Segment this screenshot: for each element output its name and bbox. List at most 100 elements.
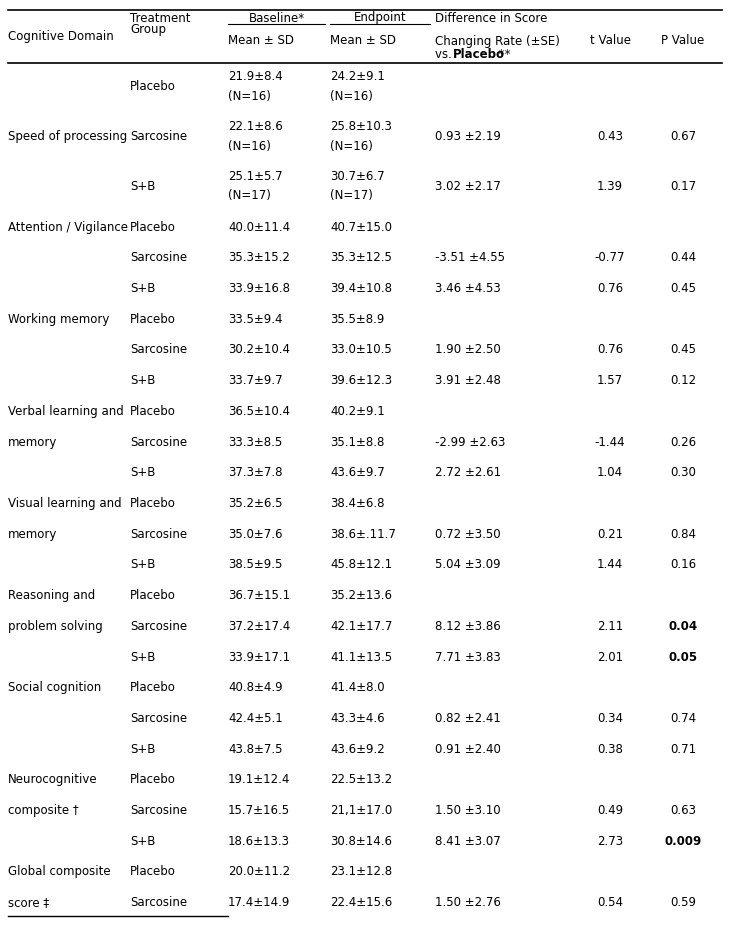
Text: (N=17): (N=17)	[228, 190, 271, 203]
Text: 40.0±11.4: 40.0±11.4	[228, 220, 290, 234]
Text: -3.51 ±4.55: -3.51 ±4.55	[435, 251, 505, 264]
Text: 0.44: 0.44	[670, 251, 696, 264]
Text: 33.9±16.8: 33.9±16.8	[228, 282, 290, 295]
Text: Sarcosine: Sarcosine	[130, 620, 187, 633]
Text: Social cognition: Social cognition	[8, 681, 101, 694]
Text: 30.2±10.4: 30.2±10.4	[228, 344, 290, 357]
Text: Global composite: Global composite	[8, 866, 111, 879]
Text: Endpoint: Endpoint	[354, 11, 407, 24]
Text: 0.26: 0.26	[670, 435, 696, 448]
Text: Sarcosine: Sarcosine	[130, 896, 187, 909]
Text: 2.73: 2.73	[597, 835, 623, 848]
Text: S+B: S+B	[130, 835, 155, 848]
Text: Baseline*: Baseline*	[248, 11, 304, 24]
Text: 0.30: 0.30	[670, 466, 696, 479]
Text: 0.71: 0.71	[670, 743, 696, 756]
Text: 35.2±6.5: 35.2±6.5	[228, 497, 283, 510]
Text: 41.4±8.0: 41.4±8.0	[330, 681, 385, 694]
Text: 0.82 ±2.41: 0.82 ±2.41	[435, 712, 501, 725]
Text: problem solving: problem solving	[8, 620, 103, 633]
Text: 22.1±8.6: 22.1±8.6	[228, 120, 283, 133]
Text: 42.4±5.1: 42.4±5.1	[228, 712, 283, 725]
Text: 3.91 ±2.48: 3.91 ±2.48	[435, 375, 501, 388]
Text: Placebo: Placebo	[453, 49, 505, 62]
Text: 37.2±17.4: 37.2±17.4	[228, 620, 291, 633]
Text: 20.0±11.2: 20.0±11.2	[228, 866, 290, 879]
Text: 0.72 ±3.50: 0.72 ±3.50	[435, 528, 501, 541]
Text: 38.6±.11.7: 38.6±.11.7	[330, 528, 396, 541]
Text: Placebo: Placebo	[130, 220, 176, 234]
Text: 43.8±7.5: 43.8±7.5	[228, 743, 283, 756]
Text: Sarcosine: Sarcosine	[130, 251, 187, 264]
Text: 38.4±6.8: 38.4±6.8	[330, 497, 385, 510]
Text: 18.6±13.3: 18.6±13.3	[228, 835, 290, 848]
Text: 2.01: 2.01	[597, 650, 623, 663]
Text: 22.4±15.6: 22.4±15.6	[330, 896, 392, 909]
Text: Neurocognitive: Neurocognitive	[8, 773, 98, 786]
Text: t Value: t Value	[590, 35, 631, 48]
Text: 43.6±9.7: 43.6±9.7	[330, 466, 385, 479]
Text: 19.1±12.4: 19.1±12.4	[228, 773, 291, 786]
Text: Placebo: Placebo	[130, 497, 176, 510]
Text: memory: memory	[8, 435, 58, 448]
Text: score ‡: score ‡	[8, 896, 49, 909]
Text: Sarcosine: Sarcosine	[130, 344, 187, 357]
Text: composite †: composite †	[8, 804, 79, 817]
Text: 30.8±14.6: 30.8±14.6	[330, 835, 392, 848]
Text: 35.1±8.8: 35.1±8.8	[330, 435, 385, 448]
Text: 35.3±12.5: 35.3±12.5	[330, 251, 392, 264]
Text: -0.77: -0.77	[595, 251, 626, 264]
Text: 0.76: 0.76	[597, 282, 623, 295]
Text: 33.3±8.5: 33.3±8.5	[228, 435, 283, 448]
Text: 40.7±15.0: 40.7±15.0	[330, 220, 392, 234]
Text: 0.93 ±2.19: 0.93 ±2.19	[435, 130, 501, 143]
Text: 21,1±17.0: 21,1±17.0	[330, 804, 392, 817]
Text: 0.38: 0.38	[597, 743, 623, 756]
Text: Difference in Score: Difference in Score	[435, 11, 548, 24]
Text: 0.84: 0.84	[670, 528, 696, 541]
Text: Attention / Vigilance: Attention / Vigilance	[8, 220, 128, 234]
Text: 0.16: 0.16	[670, 559, 696, 572]
Text: Changing Rate (±SE): Changing Rate (±SE)	[435, 35, 560, 48]
Text: Treatment: Treatment	[130, 11, 191, 24]
Text: (N=16): (N=16)	[228, 140, 271, 153]
Text: -2.99 ±2.63: -2.99 ±2.63	[435, 435, 505, 448]
Text: Working memory: Working memory	[8, 313, 109, 326]
Text: Placebo: Placebo	[130, 681, 176, 694]
Text: Placebo: Placebo	[130, 404, 176, 417]
Text: 40.2±9.1: 40.2±9.1	[330, 404, 385, 417]
Text: 25.8±10.3: 25.8±10.3	[330, 120, 392, 133]
Text: Cognitive Domain: Cognitive Domain	[8, 30, 114, 43]
Text: (N=17): (N=17)	[330, 190, 373, 203]
Text: S+B: S+B	[130, 179, 155, 192]
Text: P Value: P Value	[661, 35, 704, 48]
Text: 38.5±9.5: 38.5±9.5	[228, 559, 283, 572]
Text: Sarcosine: Sarcosine	[130, 435, 187, 448]
Text: 8.12 ±3.86: 8.12 ±3.86	[435, 620, 501, 633]
Text: Reasoning and: Reasoning and	[8, 589, 95, 602]
Text: S+B: S+B	[130, 650, 155, 663]
Text: 33.0±10.5: 33.0±10.5	[330, 344, 392, 357]
Text: 0.63: 0.63	[670, 804, 696, 817]
Text: 0.91 ±2.40: 0.91 ±2.40	[435, 743, 501, 756]
Text: Sarcosine: Sarcosine	[130, 130, 187, 143]
Text: Sarcosine: Sarcosine	[130, 712, 187, 725]
Text: 2.11: 2.11	[597, 620, 623, 633]
Text: 0.34: 0.34	[597, 712, 623, 725]
Text: -1.44: -1.44	[595, 435, 626, 448]
Text: 33.7±9.7: 33.7±9.7	[228, 375, 283, 388]
Text: 0.21: 0.21	[597, 528, 623, 541]
Text: S+B: S+B	[130, 282, 155, 295]
Text: 22.5±13.2: 22.5±13.2	[330, 773, 392, 786]
Text: Mean ± SD: Mean ± SD	[228, 35, 294, 48]
Text: 15.7±16.5: 15.7±16.5	[228, 804, 290, 817]
Text: 45.8±12.1: 45.8±12.1	[330, 559, 392, 572]
Text: vs.: vs.	[435, 49, 456, 62]
Text: 37.3±7.8: 37.3±7.8	[228, 466, 283, 479]
Text: Placebo: Placebo	[130, 80, 176, 93]
Text: 0.04: 0.04	[669, 620, 698, 633]
Text: 1.44: 1.44	[597, 559, 623, 572]
Text: 36.7±15.1: 36.7±15.1	[228, 589, 290, 602]
Text: 1.39: 1.39	[597, 179, 623, 192]
Text: 5.04 ±3.09: 5.04 ±3.09	[435, 559, 501, 572]
